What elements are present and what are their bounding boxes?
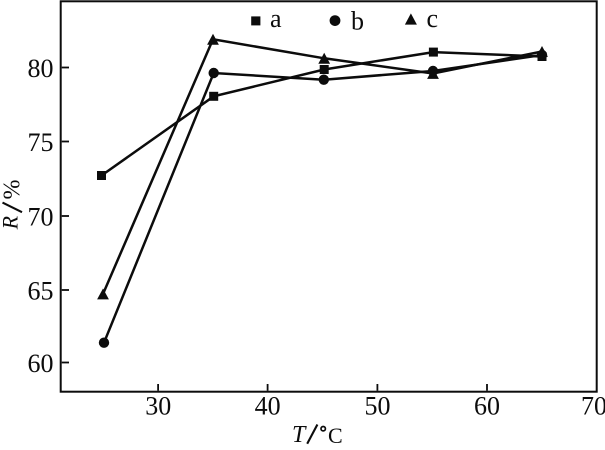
svg-text:C: C — [328, 423, 343, 448]
svg-text:T: T — [292, 422, 307, 448]
svg-text:R: R — [0, 215, 23, 230]
svg-text:c: c — [427, 4, 439, 33]
svg-text:65: 65 — [28, 277, 54, 306]
svg-text:70: 70 — [28, 203, 54, 232]
svg-text:50: 50 — [365, 391, 391, 420]
svg-text:70: 70 — [581, 391, 605, 420]
svg-text:a: a — [270, 4, 282, 33]
svg-text:60: 60 — [28, 349, 54, 378]
svg-text:%: % — [0, 180, 26, 200]
svg-text:75: 75 — [28, 128, 54, 157]
svg-text:b: b — [351, 7, 364, 36]
svg-text:30: 30 — [145, 391, 171, 420]
svg-text:60: 60 — [474, 391, 500, 420]
svg-text:40: 40 — [255, 391, 281, 420]
svg-text:80: 80 — [28, 54, 54, 83]
